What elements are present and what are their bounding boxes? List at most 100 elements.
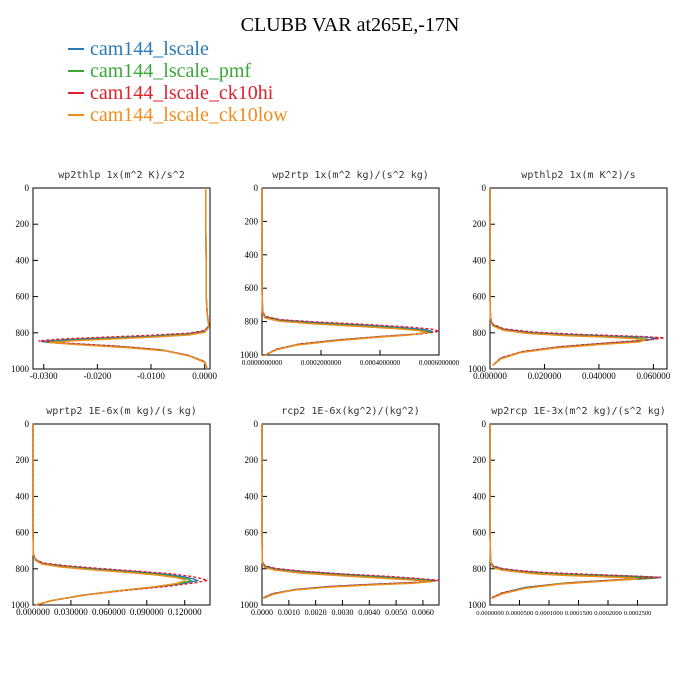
- legend-swatch: [68, 48, 84, 50]
- y-tick-label: 0: [482, 419, 487, 429]
- series-line: [32, 424, 186, 606]
- y-tick-label: 600: [245, 283, 259, 293]
- chart-panel: wp2rtp 1x(m^2 kg)/(s^2 kg) 0 200 400 600 800 1…: [240, 170, 460, 367]
- series-line: [489, 188, 646, 366]
- x-tick-label: 0.000000: [473, 371, 507, 381]
- y-tick-label: 600: [473, 528, 487, 538]
- x-tick-label: 0.0001500: [565, 610, 593, 617]
- legend-item: cam144_lscale: [68, 38, 288, 60]
- y-tick-label: 1000: [468, 600, 487, 610]
- x-tick-label: -0.0200: [83, 371, 111, 381]
- x-tick-label: 0.030000: [54, 607, 88, 617]
- x-tick-label: 0.0040: [358, 608, 380, 617]
- y-tick-label: 600: [245, 528, 259, 538]
- y-tick-label: 800: [473, 328, 487, 338]
- x-tick-label: 0.0000500: [506, 610, 534, 617]
- chart-panel: wprtp2 1E-6x(m kg)/(s kg) 0 200 400 600 800 10…: [11, 406, 211, 617]
- x-tick-label: 0.0000000: [476, 610, 504, 617]
- x-tick-label: 0.020000: [528, 371, 562, 381]
- panel-title: wp2thlp 1x(m^2 K)/s^2: [58, 170, 184, 181]
- panel-title: rcp2 1E-6x(kg^2)/(kg^2): [281, 406, 419, 417]
- y-tick-label: 400: [473, 491, 487, 501]
- y-tick-label: 0: [25, 419, 30, 429]
- series-line: [49, 188, 210, 370]
- series-line: [32, 424, 200, 606]
- y-tick-label: 200: [16, 455, 30, 465]
- series-line: [489, 188, 665, 366]
- legend-swatch: [68, 70, 84, 72]
- chart-panel: rcp2 1E-6x(kg^2)/(kg^2) 0 200 400 600 800 1000…: [240, 406, 440, 617]
- chart-panel: wp2rcp 1E-3x(m^2 kg)/(s^2 kg) 0 200 400 600 8…: [468, 406, 668, 617]
- y-tick-label: 400: [245, 250, 259, 260]
- y-tick-label: 200: [245, 216, 259, 226]
- y-tick-label: 400: [245, 491, 259, 501]
- x-tick-label: 0.0004000000: [360, 359, 401, 367]
- x-tick-label: 0.0000000000: [242, 359, 283, 367]
- y-tick-label: 200: [245, 455, 259, 465]
- legend-item: cam144_lscale_ck10hi: [68, 82, 288, 104]
- legend-item: cam144_lscale_pmf: [68, 60, 288, 82]
- legend-label: cam144_lscale_ck10low: [90, 103, 288, 126]
- x-tick-label: 0.060000: [637, 371, 671, 381]
- y-tick-label: 200: [473, 219, 487, 229]
- legend-label: cam144_lscale: [90, 37, 209, 60]
- y-tick-label: 800: [16, 328, 30, 338]
- y-tick-label: 800: [245, 564, 259, 574]
- series-line: [489, 188, 649, 366]
- y-tick-label: 800: [473, 564, 487, 574]
- y-tick-label: 0: [254, 419, 259, 429]
- panel-title: wp2rcp 1E-3x(m^2 kg)/(s^2 kg): [491, 406, 666, 417]
- x-tick-label: 0.0010: [278, 608, 300, 617]
- x-tick-label: 0.0000: [192, 371, 217, 381]
- x-tick-label: 0.0000: [251, 608, 273, 617]
- x-tick-label: 0.0006000000: [419, 359, 460, 367]
- series-line: [46, 188, 210, 370]
- y-tick-label: 400: [473, 255, 487, 265]
- x-tick-label: 0.060000: [92, 607, 126, 617]
- x-tick-label: 0.0002000000: [301, 359, 342, 367]
- x-tick-label: 0.0002000: [594, 610, 622, 617]
- page-title: CLUBB VAR at265E,-17N: [240, 14, 460, 36]
- x-tick-label: 0.0060: [412, 608, 434, 617]
- legend-swatch: [68, 92, 84, 94]
- y-tick-label: 1000: [240, 600, 259, 610]
- y-tick-label: 0: [482, 183, 487, 193]
- chart-panel: wp2thlp 1x(m^2 K)/s^202004006008001000-0…: [11, 170, 218, 381]
- y-tick-label: 200: [473, 455, 487, 465]
- plot-frame: [32, 187, 211, 370]
- x-tick-label: 0.090000: [130, 607, 164, 617]
- y-tick-label: 1000: [240, 350, 259, 360]
- y-tick-label: 1000: [11, 600, 30, 610]
- y-tick-label: 1000: [468, 364, 487, 374]
- panel-title: wp2rtp 1x(m^2 kg)/(s^2 kg): [272, 170, 429, 181]
- y-tick-label: 800: [16, 564, 30, 574]
- x-tick-label: 0.120000: [168, 607, 202, 617]
- series-line: [261, 188, 428, 356]
- x-tick-label: 0.0001000: [535, 610, 563, 617]
- legend-label: cam144_lscale_pmf: [90, 59, 252, 82]
- x-tick-label: -0.0300: [30, 371, 58, 381]
- series-line: [261, 424, 432, 600]
- y-tick-label: 200: [16, 219, 30, 229]
- series-line: [32, 424, 193, 606]
- chart-panel: wpthlp2 1x(m K^2)/s 0 200 400 600 800 10000.00…: [468, 170, 671, 381]
- panel-title: wprtp2 1E-6x(m kg)/(s kg): [46, 406, 197, 417]
- series-line: [489, 424, 638, 600]
- x-tick-label: -0.0100: [137, 371, 165, 381]
- legend-swatch: [68, 114, 84, 116]
- y-tick-label: 600: [16, 528, 30, 538]
- y-tick-label: 800: [245, 317, 259, 327]
- x-tick-label: 0.000000: [16, 607, 50, 617]
- y-tick-label: 400: [16, 491, 30, 501]
- y-tick-label: 600: [16, 292, 30, 302]
- x-tick-label: 0.0050: [385, 608, 407, 617]
- y-tick-label: 400: [16, 255, 30, 265]
- x-tick-label: 0.0030: [331, 608, 353, 617]
- y-tick-label: 600: [473, 292, 487, 302]
- legend: cam144_lscale cam144_lscale_pmf cam144_l…: [68, 38, 288, 126]
- panel-title: wpthlp2 1x(m K^2)/s: [521, 170, 635, 181]
- x-tick-label: 0.0020: [305, 608, 327, 617]
- legend-item: cam144_lscale_ck10low: [68, 104, 288, 126]
- y-tick-label: 1000: [11, 364, 30, 374]
